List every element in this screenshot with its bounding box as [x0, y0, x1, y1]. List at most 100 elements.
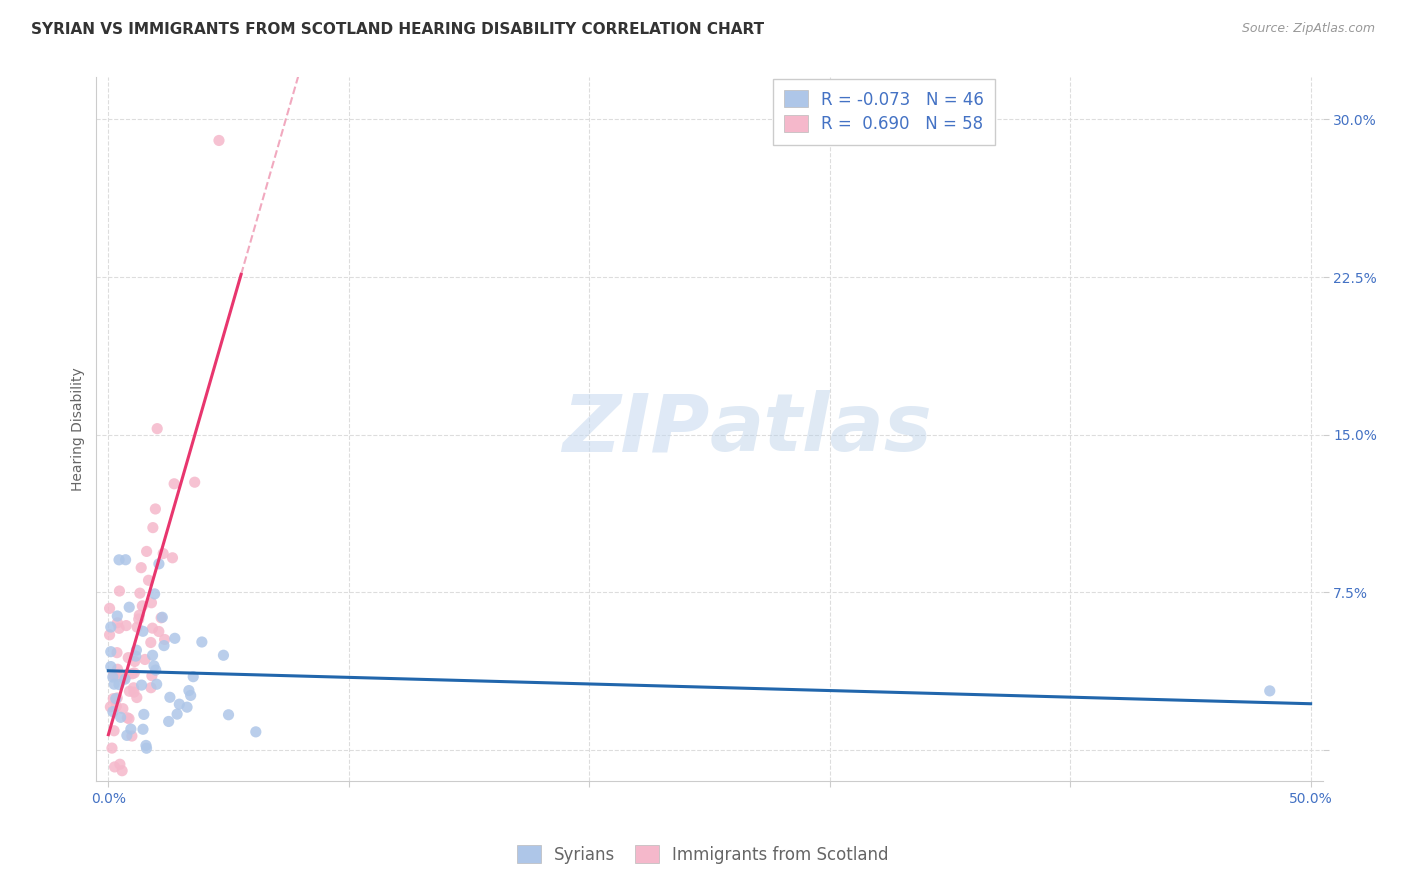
Point — [114, 672, 136, 686]
Point — [105, 668, 128, 682]
Point — [105, 646, 128, 660]
Point — [131, 599, 153, 613]
Point — [134, 652, 156, 666]
Point — [208, 133, 231, 147]
Point — [145, 663, 167, 677]
Point — [124, 655, 146, 669]
Point — [128, 608, 150, 623]
Point — [114, 553, 136, 567]
Point — [145, 502, 167, 516]
Y-axis label: Hearing Disability: Hearing Disability — [72, 368, 86, 491]
Point — [132, 624, 155, 639]
Point — [181, 670, 204, 684]
Text: Source: ZipAtlas.com: Source: ZipAtlas.com — [1241, 22, 1375, 36]
Point — [141, 621, 163, 635]
Point — [105, 690, 128, 705]
Point — [100, 699, 122, 714]
Point — [143, 658, 166, 673]
Point — [148, 557, 170, 571]
Point — [111, 701, 134, 715]
Point — [103, 691, 125, 706]
Point — [146, 422, 169, 436]
Point — [128, 612, 150, 626]
Point — [153, 639, 176, 653]
Point — [157, 714, 180, 729]
Point — [1258, 684, 1281, 698]
Point — [101, 705, 124, 719]
Point — [100, 659, 122, 673]
Point — [127, 620, 149, 634]
Point — [107, 662, 129, 676]
Point — [103, 677, 125, 691]
Point — [122, 665, 145, 680]
Point — [128, 586, 150, 600]
Text: atlas: atlas — [710, 391, 932, 468]
Point — [163, 476, 186, 491]
Point — [135, 739, 157, 753]
Point — [129, 560, 152, 574]
Point — [108, 584, 131, 599]
Point — [135, 544, 157, 558]
Point — [139, 635, 162, 649]
Point — [132, 723, 155, 737]
Point — [117, 650, 139, 665]
Point — [100, 620, 122, 634]
Point — [169, 697, 191, 711]
Point — [141, 596, 163, 610]
Point — [117, 711, 139, 725]
Point — [121, 729, 143, 743]
Point — [103, 723, 125, 738]
Point — [98, 628, 121, 642]
Point — [139, 681, 162, 695]
Text: ZIP: ZIP — [562, 391, 710, 468]
Point — [104, 760, 127, 774]
Point — [218, 707, 240, 722]
Point — [180, 689, 202, 703]
Point — [125, 643, 148, 657]
Point — [176, 700, 198, 714]
Point — [121, 666, 143, 681]
Point — [108, 757, 131, 772]
Point — [98, 601, 121, 615]
Point — [145, 677, 167, 691]
Point — [108, 621, 131, 635]
Point — [105, 699, 128, 714]
Point — [100, 645, 122, 659]
Point — [142, 648, 165, 663]
Point — [152, 547, 174, 561]
Point — [177, 683, 200, 698]
Point — [143, 587, 166, 601]
Point — [148, 624, 170, 639]
Point — [132, 707, 155, 722]
Point — [101, 741, 124, 756]
Point — [104, 691, 127, 706]
Legend: R = -0.073   N = 46, R =  0.690   N = 58: R = -0.073 N = 46, R = 0.690 N = 58 — [773, 78, 995, 145]
Point — [101, 670, 124, 684]
Point — [108, 677, 131, 691]
Point — [141, 669, 163, 683]
Point — [159, 690, 181, 705]
Point — [212, 648, 235, 663]
Point — [108, 553, 131, 567]
Point — [122, 681, 145, 695]
Point — [163, 632, 186, 646]
Point — [118, 712, 141, 726]
Point — [110, 710, 132, 724]
Point — [125, 649, 148, 664]
Point — [118, 684, 141, 698]
Point — [111, 764, 134, 778]
Point — [120, 722, 142, 736]
Point — [183, 475, 205, 490]
Point — [118, 600, 141, 615]
Point — [138, 574, 160, 588]
Point — [115, 728, 138, 742]
Point — [142, 521, 165, 535]
Point — [245, 724, 267, 739]
Point — [125, 690, 148, 705]
Point — [112, 672, 135, 686]
Point — [191, 635, 214, 649]
Point — [103, 668, 125, 682]
Point — [115, 618, 138, 632]
Point — [153, 632, 176, 647]
Point — [122, 685, 145, 699]
